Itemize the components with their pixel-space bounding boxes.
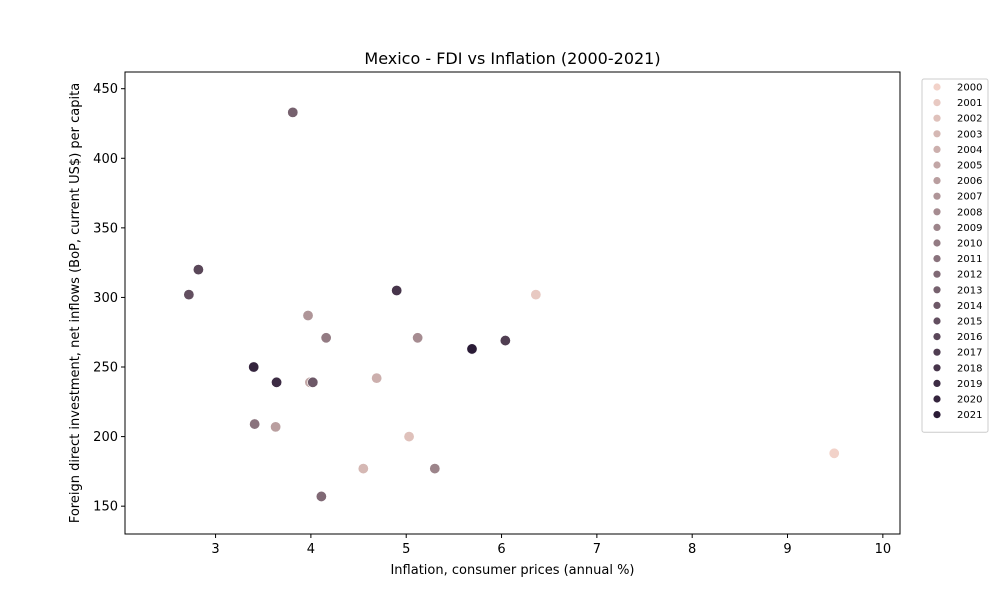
x-tick-label: 3 (211, 542, 219, 557)
x-tick-label: 4 (307, 542, 315, 557)
legend-marker-2011 (933, 255, 941, 263)
data-point-2020 (248, 361, 260, 373)
legend-marker-2019 (933, 379, 941, 387)
legend-marker-2014 (933, 301, 941, 309)
data-point-2001 (530, 289, 542, 301)
legend-label-2010: 2010 (957, 239, 982, 250)
legend-marker-2015 (933, 317, 941, 325)
y-tick-label: 300 (93, 291, 118, 306)
legend-label-2009: 2009 (957, 223, 982, 234)
y-tick-label: 200 (93, 430, 118, 445)
legend-marker-2020 (933, 395, 941, 403)
legend-marker-2006 (933, 177, 941, 185)
legend-label-2013: 2013 (957, 285, 982, 296)
legend-marker-2003 (933, 130, 941, 138)
data-point-2000 (828, 447, 840, 459)
legend-marker-2000 (933, 83, 941, 91)
y-tick-label: 350 (93, 221, 118, 236)
data-point-2019 (271, 376, 283, 388)
y-tick-label: 400 (93, 152, 118, 167)
x-axis-title: Inflation, consumer prices (annual %) (390, 563, 634, 578)
data-point-2007 (302, 310, 314, 322)
legend-label-2004: 2004 (957, 145, 982, 156)
legend-label-2005: 2005 (957, 161, 982, 172)
data-point-2003 (357, 463, 369, 475)
legend-label-2019: 2019 (957, 379, 982, 390)
legend-marker-2010 (933, 239, 941, 247)
x-tick-label: 8 (688, 542, 696, 557)
legend-marker-2016 (933, 333, 941, 341)
y-tick-label: 150 (93, 500, 118, 515)
x-tick-label: 7 (593, 542, 601, 557)
y-axis: 150 200 250 300 350 400 450 (93, 82, 125, 515)
data-point-2011 (249, 418, 261, 430)
legend-label-2001: 2001 (957, 98, 982, 109)
legend-marker-2008 (933, 208, 941, 216)
data-point-2015 (183, 289, 195, 301)
legend-label-2021: 2021 (957, 410, 982, 421)
x-tick-label: 10 (875, 542, 892, 557)
data-point-2013 (287, 106, 299, 118)
legend-label-2008: 2008 (957, 207, 982, 218)
data-point-2016 (192, 264, 204, 276)
legend-marker-2001 (933, 99, 941, 107)
legend-marker-2009 (933, 223, 941, 231)
legend-marker-2021 (933, 411, 941, 419)
legend-label-2011: 2011 (957, 254, 982, 265)
legend-marker-2012 (933, 270, 941, 278)
legend-marker-2017 (933, 348, 941, 356)
legend-label-2006: 2006 (957, 176, 982, 187)
legend-label-2020: 2020 (957, 395, 982, 406)
legend-label-2002: 2002 (957, 114, 982, 125)
legend-label-2017: 2017 (957, 348, 982, 359)
data-point-2006 (270, 421, 282, 433)
data-point-2021 (466, 343, 478, 355)
data-points (183, 106, 840, 502)
data-point-2014 (307, 376, 319, 388)
legend-label-2000: 2000 (957, 83, 982, 94)
data-point-2009 (429, 463, 441, 475)
x-tick-label: 9 (783, 542, 791, 557)
legend-label-2018: 2018 (957, 363, 982, 374)
legend-label-2012: 2012 (957, 270, 982, 281)
legend-marker-2018 (933, 364, 941, 372)
data-point-2017 (499, 335, 511, 347)
x-axis: 3 4 5 6 7 8 9 10 (211, 534, 891, 557)
y-tick-label: 250 (93, 361, 118, 376)
x-tick-label: 6 (497, 542, 505, 557)
chart-title: Mexico - FDI vs Inflation (2000-2021) (364, 49, 660, 68)
legend-label-2014: 2014 (957, 301, 982, 312)
legend-marker-2005 (933, 161, 941, 169)
data-point-2010 (320, 332, 332, 344)
legend-label-2007: 2007 (957, 192, 982, 203)
y-tick-label: 450 (93, 82, 118, 97)
legend-marker-2004 (933, 145, 941, 153)
data-point-2008 (412, 332, 424, 344)
legend-marker-2013 (933, 286, 941, 294)
legend: 2000 2001 2002 2003 2004 2005 2006 2007 2008 2009… (921, 78, 989, 433)
legend-label-2015: 2015 (957, 317, 982, 328)
x-tick-label: 5 (402, 542, 410, 557)
data-point-2012 (315, 490, 327, 502)
data-point-2004 (371, 372, 383, 384)
plot-area-frame (124, 71, 901, 535)
legend-label-2016: 2016 (957, 332, 982, 343)
y-axis-title: Foreign direct investment, net inflows (… (68, 83, 83, 523)
legend-label-2003: 2003 (957, 129, 982, 140)
legend-marker-2002 (933, 114, 941, 122)
data-point-2018 (391, 284, 403, 296)
data-point-2002 (403, 431, 415, 443)
legend-marker-2007 (933, 192, 941, 200)
